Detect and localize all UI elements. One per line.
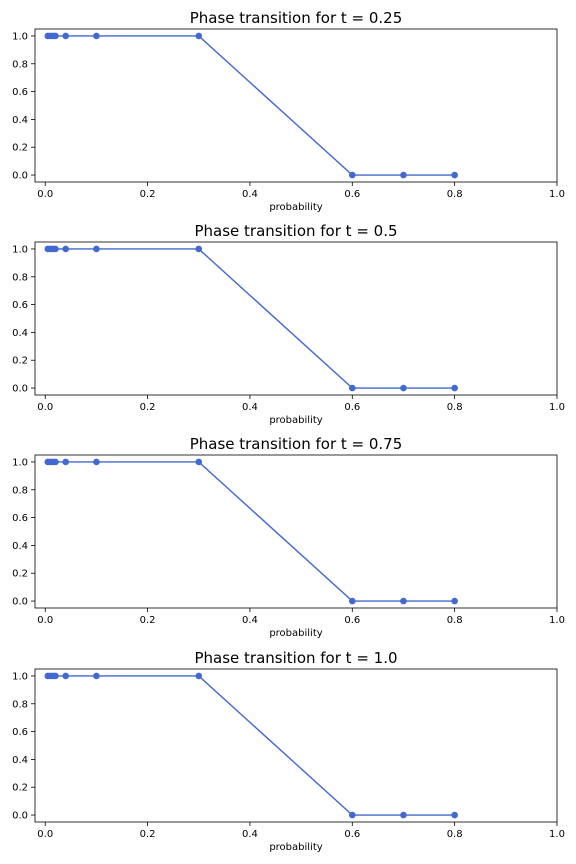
chart-title: Phase transition for t = 0.25	[190, 9, 403, 27]
data-point	[400, 171, 407, 179]
y-tick-label: 0.2	[12, 783, 28, 794]
y-tick-label: 0.4	[12, 328, 28, 339]
chart-panel-1: Phase transition for t = 0.25 0.0 0.2 0.4 0.…	[12, 9, 565, 213]
x-tick-label: 0.8	[447, 402, 463, 413]
data-point	[52, 245, 59, 253]
data-point	[93, 245, 100, 253]
y-tick-label: 0.6	[12, 87, 28, 98]
x-tick-label: 0.8	[447, 829, 463, 840]
data-point	[195, 245, 203, 253]
x-tick-label: 0.0	[37, 402, 53, 413]
y-tick-label: 0.2	[12, 356, 28, 367]
data-point	[400, 811, 407, 819]
x-tick-label: 0.0	[37, 615, 53, 626]
y-tick-label: 0.0	[12, 811, 28, 822]
y-tick-label: 0.4	[12, 755, 28, 766]
y-tick-label: 0.0	[12, 597, 28, 608]
y-tick-label: 1.0	[12, 31, 28, 42]
y-tick-label: 0.6	[12, 727, 28, 738]
data-point	[348, 811, 356, 819]
data-point	[93, 32, 100, 40]
data-point	[52, 32, 59, 40]
data-point	[451, 171, 458, 179]
x-axis-label: probability	[269, 628, 322, 639]
x-tick-label: 0.2	[140, 829, 156, 840]
data-point	[93, 458, 100, 466]
y-tick-label: 0.8	[12, 699, 28, 710]
x-tick-label: 0.4	[242, 189, 258, 200]
data-point	[348, 597, 356, 605]
y-tick-label: 0.8	[12, 59, 28, 70]
y-tick-label: 0.6	[12, 300, 28, 311]
x-axis-label: probability	[269, 415, 322, 426]
chart-title: Phase transition for t = 0.5	[194, 222, 397, 240]
data-point	[62, 245, 70, 253]
y-tick-label: 0.8	[12, 272, 28, 283]
chart-title: Phase transition for t = 1.0	[194, 649, 397, 667]
y-tick-label: 1.0	[12, 457, 28, 468]
series-line	[47, 35, 455, 176]
x-tick-label: 0.6	[344, 829, 360, 840]
x-tick-label: 0.0	[37, 829, 53, 840]
x-tick-label: 0.2	[140, 189, 156, 200]
data-point	[52, 458, 59, 466]
y-tick-label: 0.4	[12, 115, 28, 126]
plot-frame	[34, 454, 558, 609]
chart-panel-4: Phase transition for t = 1.0 0.0 0.2 0.4 0.6…	[12, 649, 565, 853]
data-point	[451, 811, 458, 819]
series-line	[47, 248, 455, 389]
x-tick-label: 0.4	[242, 829, 258, 840]
data-point	[62, 458, 70, 466]
data-point	[62, 32, 70, 40]
y-tick-label: 0.0	[12, 171, 28, 182]
series-line	[47, 461, 455, 602]
x-axis-label: probability	[269, 842, 322, 853]
x-tick-label: 1.0	[549, 402, 565, 413]
x-tick-label: 1.0	[549, 615, 565, 626]
data-point	[451, 384, 458, 392]
x-tick-label: 0.8	[447, 189, 463, 200]
x-tick-label: 0.6	[344, 189, 360, 200]
y-tick-label: 0.8	[12, 485, 28, 496]
series-line	[47, 675, 455, 816]
x-axis-label: probability	[269, 202, 322, 213]
data-point	[52, 672, 59, 680]
plot-frame	[34, 668, 558, 823]
y-tick-label: 0.0	[12, 384, 28, 395]
y-tick-label: 0.6	[12, 513, 28, 524]
y-tick-label: 0.2	[12, 569, 28, 580]
x-tick-label: 1.0	[549, 189, 565, 200]
data-point	[451, 597, 458, 605]
data-point	[400, 384, 407, 392]
x-tick-label: 0.0	[37, 189, 53, 200]
x-tick-label: 0.4	[242, 402, 258, 413]
x-tick-label: 0.2	[140, 615, 156, 626]
data-point	[400, 597, 407, 605]
chart-title: Phase transition for t = 0.75	[190, 435, 403, 453]
data-point	[195, 32, 203, 40]
y-tick-label: 0.4	[12, 541, 28, 552]
data-point	[62, 672, 70, 680]
data-point	[348, 384, 356, 392]
x-tick-label: 1.0	[549, 829, 565, 840]
y-tick-label: 0.2	[12, 143, 28, 154]
data-point	[348, 171, 356, 179]
x-tick-label: 0.6	[344, 402, 360, 413]
data-point	[195, 458, 203, 466]
plot-frame	[34, 241, 558, 396]
x-tick-label: 0.4	[242, 615, 258, 626]
plot-frame	[34, 28, 558, 183]
chart-panel-3: Phase transition for t = 0.75 0.0 0.2 0.4 0.…	[12, 435, 565, 639]
y-tick-label: 1.0	[12, 244, 28, 255]
chart-panel-2: Phase transition for t = 0.5 0.0 0.2 0.4 0.6…	[12, 222, 565, 426]
x-tick-label: 0.6	[344, 615, 360, 626]
data-point	[195, 672, 203, 680]
x-tick-label: 0.8	[447, 615, 463, 626]
x-tick-label: 0.2	[140, 402, 156, 413]
y-tick-label: 1.0	[12, 671, 28, 682]
data-point	[93, 672, 100, 680]
